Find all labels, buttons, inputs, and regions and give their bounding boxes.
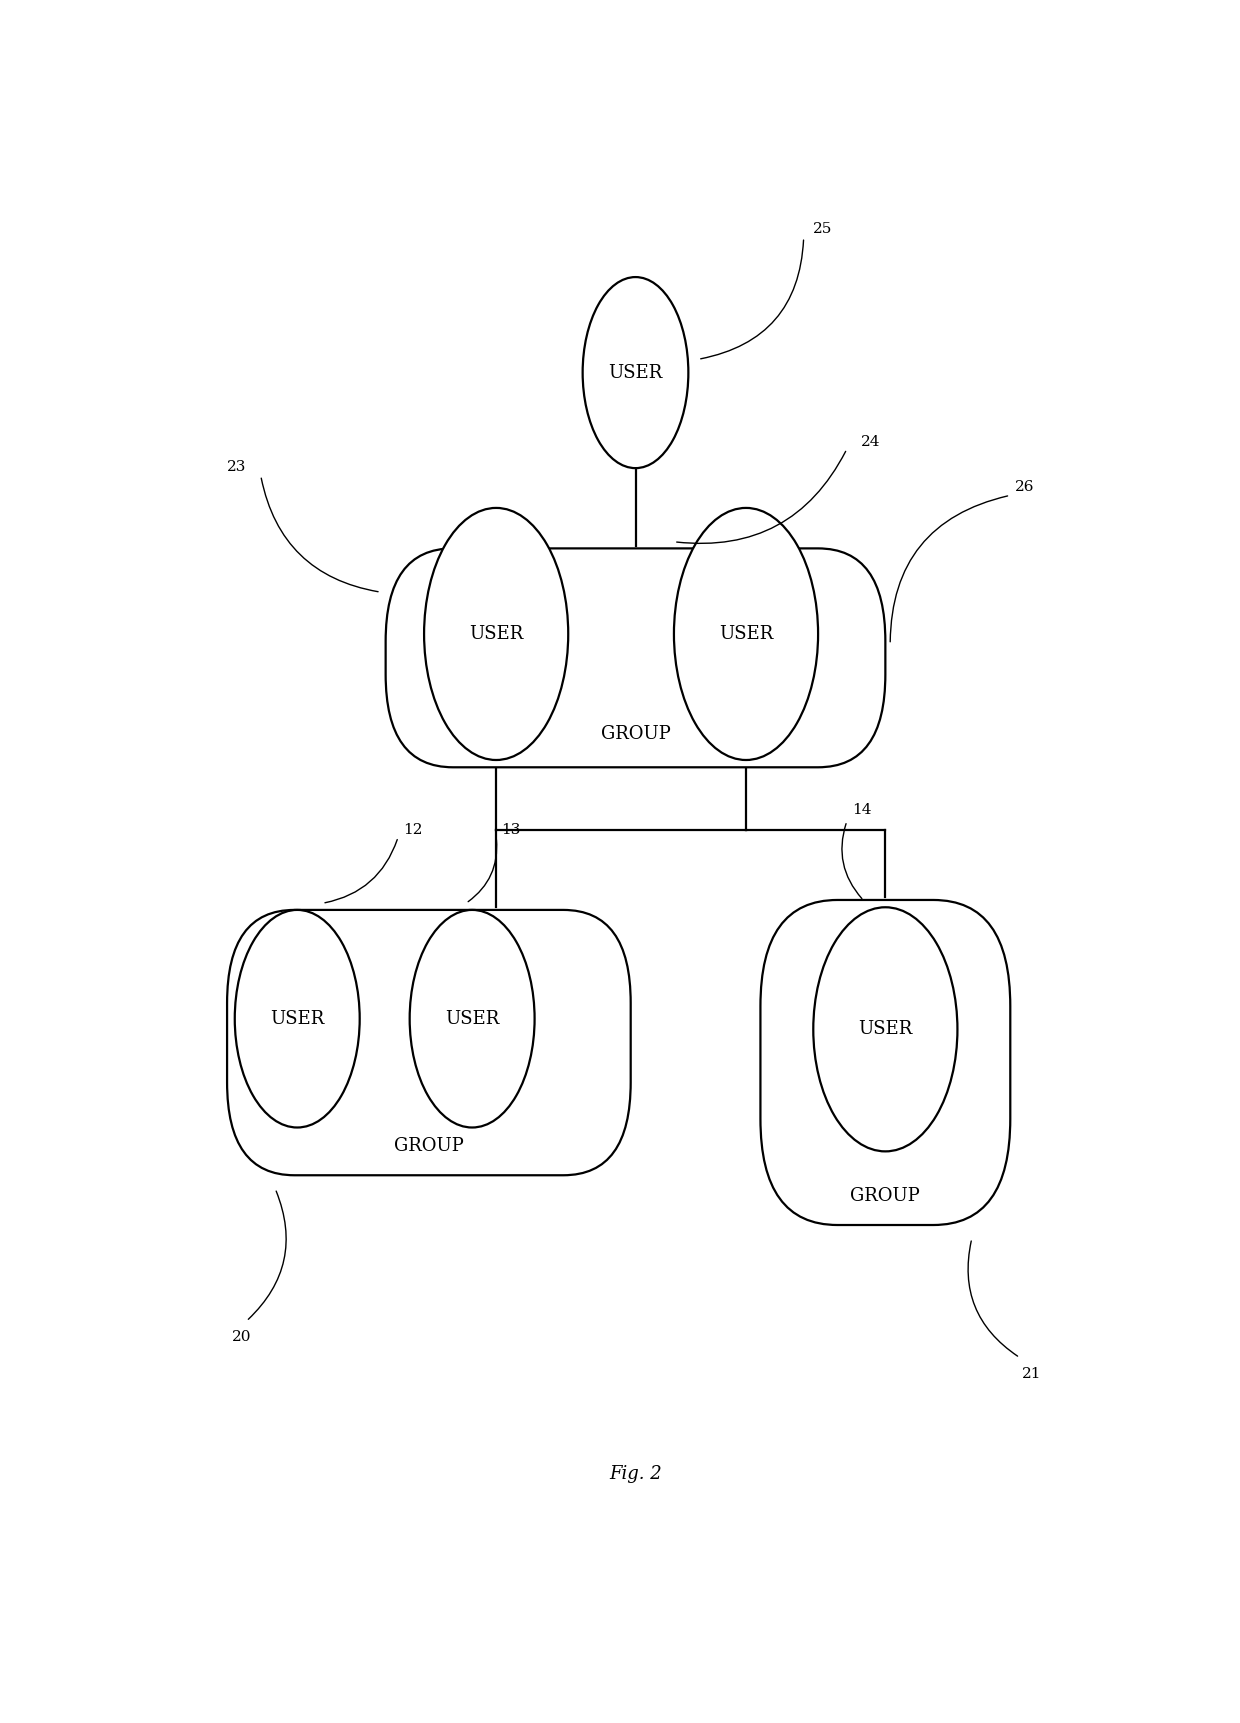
Text: 26: 26 xyxy=(1016,481,1034,495)
Text: USER: USER xyxy=(858,1020,913,1039)
Text: GROUP: GROUP xyxy=(851,1187,920,1204)
Ellipse shape xyxy=(409,910,534,1127)
Text: 14: 14 xyxy=(852,803,872,817)
Text: GROUP: GROUP xyxy=(394,1137,464,1156)
Text: USER: USER xyxy=(719,625,774,643)
Text: USER: USER xyxy=(445,1010,500,1027)
Ellipse shape xyxy=(675,508,818,760)
Ellipse shape xyxy=(424,508,568,760)
Text: USER: USER xyxy=(270,1010,325,1027)
Text: 23: 23 xyxy=(227,460,247,474)
Text: GROUP: GROUP xyxy=(600,725,671,743)
FancyBboxPatch shape xyxy=(227,910,631,1175)
Ellipse shape xyxy=(813,908,957,1151)
FancyBboxPatch shape xyxy=(386,548,885,767)
Text: 24: 24 xyxy=(862,436,880,450)
Text: 25: 25 xyxy=(813,222,833,236)
Ellipse shape xyxy=(234,910,360,1127)
Text: 21: 21 xyxy=(1022,1366,1042,1380)
FancyBboxPatch shape xyxy=(760,899,1011,1225)
Text: Fig. 2: Fig. 2 xyxy=(609,1465,662,1484)
Text: USER: USER xyxy=(609,364,662,381)
Text: USER: USER xyxy=(469,625,523,643)
Text: 12: 12 xyxy=(403,824,423,837)
Text: 20: 20 xyxy=(232,1330,252,1344)
Text: 13: 13 xyxy=(501,824,521,837)
Ellipse shape xyxy=(583,277,688,469)
